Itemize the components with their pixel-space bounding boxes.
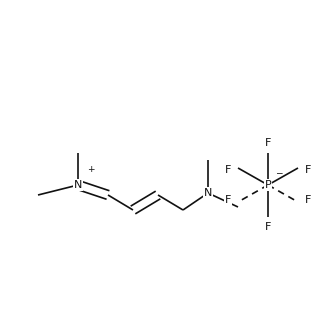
- Text: F: F: [265, 138, 271, 148]
- Text: N: N: [204, 188, 212, 198]
- Text: F: F: [305, 165, 311, 175]
- Text: F: F: [225, 165, 231, 175]
- Text: +: +: [87, 166, 95, 175]
- Text: F: F: [265, 222, 271, 232]
- Text: N: N: [74, 180, 82, 190]
- Text: F: F: [225, 195, 231, 205]
- Text: −: −: [275, 169, 283, 178]
- Text: P: P: [265, 180, 271, 190]
- Text: F: F: [305, 195, 311, 205]
